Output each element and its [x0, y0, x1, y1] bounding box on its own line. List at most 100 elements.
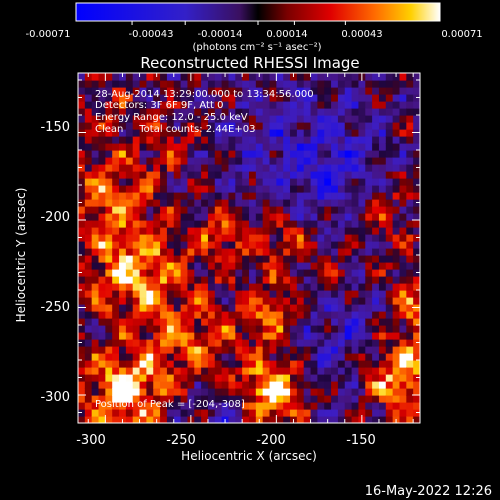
heatmap-cell — [290, 367, 298, 375]
heatmap-cell — [78, 311, 86, 319]
heatmap-cell — [187, 122, 195, 130]
heatmap-cell — [194, 80, 202, 88]
heatmap-cell — [153, 108, 161, 116]
heatmap-cell — [269, 311, 277, 319]
heatmap-cell — [365, 164, 373, 172]
heatmap-cell — [358, 332, 366, 340]
heatmap-cell — [166, 332, 175, 340]
heatmap-cell — [372, 276, 380, 284]
heatmap-cell — [385, 178, 394, 186]
heatmap-cell — [207, 360, 216, 368]
heatmap-cell — [187, 178, 195, 186]
heatmap-cell — [413, 192, 420, 200]
heatmap-cell — [399, 367, 407, 375]
heatmap-cell — [125, 360, 134, 368]
heatmap-cell — [91, 199, 100, 207]
heatmap-cell — [331, 80, 339, 88]
heatmap-cell — [201, 136, 209, 144]
heatmap-cell — [242, 402, 250, 410]
heatmap-cell — [310, 108, 318, 116]
heatmap-cell — [221, 136, 230, 144]
heatmap-cell — [337, 332, 346, 340]
heatmap-cell — [351, 87, 360, 95]
heatmap-cell — [235, 416, 243, 423]
heatmap-cell — [214, 199, 223, 207]
heatmap-cell — [112, 276, 120, 284]
heatmap-cell — [290, 157, 298, 165]
heatmap-cell — [262, 248, 271, 256]
heatmap-cell — [132, 164, 141, 172]
heatmap-cell — [331, 136, 339, 144]
heatmap-cell — [337, 381, 346, 389]
heatmap-cell — [331, 248, 339, 256]
heatmap-cell — [406, 73, 414, 81]
heatmap-cell — [249, 283, 257, 291]
heatmap-cell — [269, 80, 277, 88]
heatmap-cell — [249, 234, 257, 242]
heatmap-cell — [84, 248, 93, 256]
heatmap-cell — [125, 150, 134, 158]
heatmap-cell — [344, 150, 353, 158]
heatmap-cell — [385, 87, 394, 95]
heatmap-cell — [262, 367, 271, 375]
heatmap-cell — [290, 101, 298, 109]
info-detectors: Detectors: 3F 6F 9F, Att 0 — [95, 100, 223, 111]
heatmap-cell — [180, 87, 189, 95]
heatmap-cell — [221, 255, 230, 263]
heatmap-cell — [98, 234, 106, 242]
heatmap-cell — [173, 157, 182, 165]
heatmap-cell — [153, 269, 161, 277]
heatmap-cell — [290, 143, 298, 151]
heatmap-cell — [180, 325, 189, 333]
heatmap-cell — [310, 332, 318, 340]
heatmap-cell — [173, 318, 182, 326]
heatmap-cell — [324, 276, 332, 284]
heatmap-cell — [84, 192, 93, 200]
heatmap-cell — [125, 332, 134, 340]
heatmap-cell — [242, 248, 250, 256]
heatmap-cell — [235, 101, 243, 109]
heatmap-cell — [153, 94, 161, 102]
heatmap-cell — [365, 143, 373, 151]
heatmap-cell — [228, 73, 236, 81]
heatmap-cell — [337, 248, 346, 256]
heatmap-cell — [91, 311, 100, 319]
heatmap-cell — [228, 381, 236, 389]
heatmap-cell — [139, 395, 147, 403]
heatmap-cell — [166, 80, 175, 88]
heatmap-cell — [207, 80, 216, 88]
heatmap-cell — [283, 276, 291, 284]
colorbar-tick-label-0: -0.00071 — [26, 29, 71, 40]
heatmap-cell — [255, 136, 264, 144]
heatmap-cell — [269, 374, 277, 382]
heatmap-cell — [187, 220, 195, 228]
heatmap-cell — [242, 409, 250, 417]
heatmap-cell — [132, 248, 141, 256]
heatmap-cell — [290, 388, 298, 396]
heatmap-cell — [160, 311, 168, 319]
heatmap-cell — [385, 283, 394, 291]
heatmap-cell — [378, 360, 387, 368]
heatmap-cell — [290, 318, 298, 326]
heatmap-cell — [235, 262, 243, 270]
heatmap-cell — [283, 87, 291, 95]
heatmap-cell — [139, 416, 147, 423]
heatmap-cell — [146, 360, 154, 368]
heatmap-cell — [98, 395, 106, 403]
heatmap-cell — [166, 73, 175, 81]
heatmap-cell — [153, 101, 161, 109]
heatmap-cell — [378, 136, 387, 144]
heatmap-cell — [201, 115, 209, 123]
heatmap-cell — [337, 150, 346, 158]
heatmap-cell — [180, 248, 189, 256]
heatmap-cell — [166, 367, 175, 375]
heatmap-cell — [372, 157, 380, 165]
heatmap-cell — [413, 206, 420, 214]
heatmap-cell — [255, 227, 264, 235]
heatmap-cell — [235, 304, 243, 312]
heatmap-cell — [146, 409, 154, 417]
heatmap-cell — [262, 220, 271, 228]
heatmap-cell — [173, 332, 182, 340]
heatmap-cell — [180, 297, 189, 305]
